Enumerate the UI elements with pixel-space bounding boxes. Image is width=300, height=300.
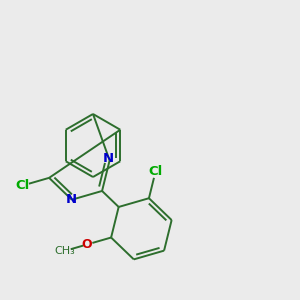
Text: CH₃: CH₃ (54, 246, 75, 256)
Text: O: O (82, 238, 92, 251)
Text: N: N (103, 152, 114, 165)
Text: Cl: Cl (148, 165, 163, 178)
Text: Cl: Cl (16, 179, 30, 192)
Text: N: N (66, 193, 77, 206)
